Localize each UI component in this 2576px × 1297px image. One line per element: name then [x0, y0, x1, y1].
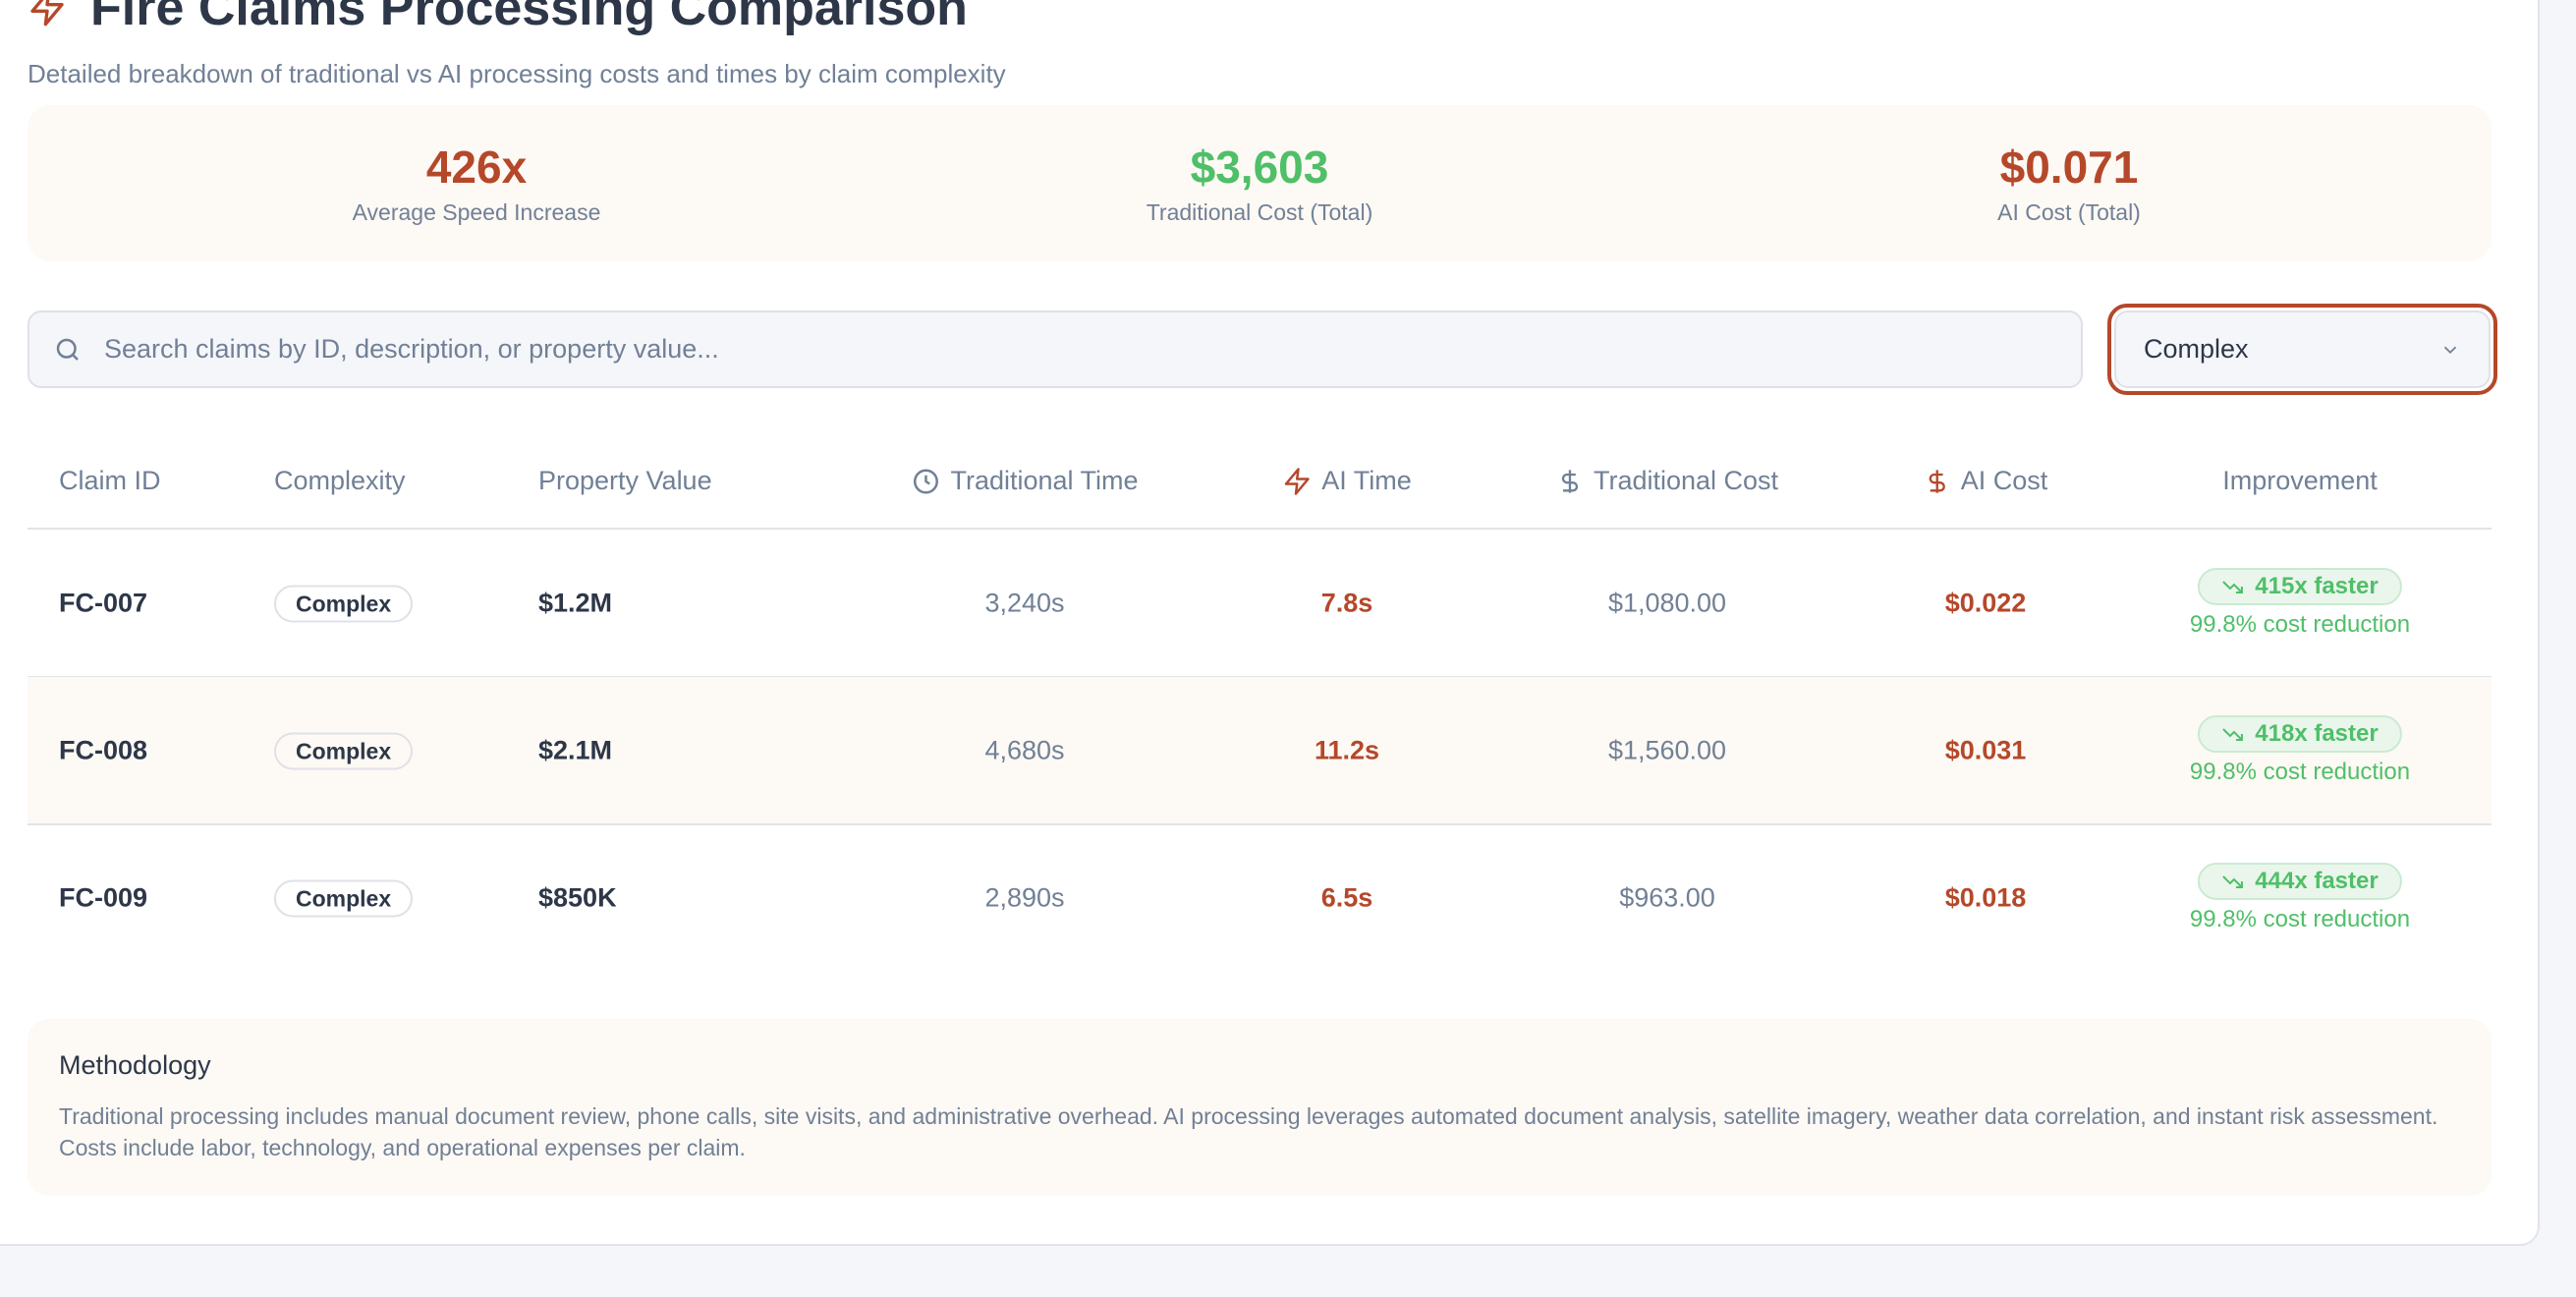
speed-text: 418x faster [2255, 719, 2379, 747]
speed-text: 444x faster [2255, 867, 2379, 894]
property-value: $850K [538, 882, 617, 912]
complexity-badge: Complex [274, 585, 414, 622]
stat-label: Traditional Cost (Total) [1146, 199, 1373, 225]
clock-icon [913, 469, 938, 493]
header-label: AI Time [1321, 466, 1412, 495]
complexity-filter-select[interactable]: Complex [2114, 310, 2491, 388]
traditional-time: 3,240s [984, 588, 1065, 617]
stat-speed: 426x Average Speed Increase [133, 141, 820, 226]
improvement: 444x faster 99.8% cost reduction [2189, 862, 2411, 933]
dollar-icon [1929, 469, 1945, 493]
page-title: Fire Claims Processing Comparison [28, 0, 968, 37]
dollar-icon [1561, 469, 1579, 493]
table-row[interactable]: FC-007 Complex $1.2M 3,240s 7.8s $1,080.… [28, 530, 2492, 676]
complexity-badge: Complex [274, 732, 414, 769]
table-row[interactable]: FC-008 Complex $2.1M 4,680s 11.2s $1,560… [28, 677, 2492, 823]
traditional-time: 2,890s [984, 882, 1065, 912]
methodology-box: Methodology Traditional processing inclu… [28, 1019, 2492, 1196]
ai-time: 11.2s [1314, 735, 1380, 764]
summary-stats: 426x Average Speed Increase $3,603 Tradi… [28, 105, 2492, 261]
trending-down-icon [2222, 580, 2244, 593]
header-label: Traditional Cost [1593, 466, 1779, 495]
chevron-down-icon [2443, 346, 2457, 354]
header-label: Traditional Time [950, 466, 1139, 495]
select-focus-ring [2107, 304, 2497, 395]
speed-badge: 415x faster [2198, 567, 2402, 605]
search-icon [56, 338, 79, 361]
cost-reduction: 99.8% cost reduction [2189, 610, 2411, 638]
ai-cost: $0.031 [1944, 735, 2027, 764]
property-value: $2.1M [538, 735, 613, 764]
speed-badge: 418x faster [2198, 714, 2402, 753]
traditional-time: 4,680s [984, 735, 1065, 764]
speed-badge: 444x faster [2198, 862, 2402, 900]
header-divider [28, 528, 2492, 530]
select-value: Complex [2144, 334, 2249, 364]
claim-id: FC-007 [59, 588, 148, 617]
claim-id: FC-009 [59, 882, 148, 912]
stat-label: Average Speed Increase [352, 199, 601, 225]
complexity-badge: Complex [274, 879, 414, 917]
stat-value: $3,603 [1190, 141, 1329, 193]
page-subtitle: Detailed breakdown of traditional vs AI … [28, 59, 1006, 88]
improvement: 418x faster 99.8% cost reduction [2189, 714, 2411, 786]
header-improvement: Improvement [2222, 466, 2378, 495]
header-property-value: Property Value [538, 466, 712, 495]
header-ai-time: AI Time [1282, 466, 1412, 496]
header-complexity: Complexity [274, 466, 406, 495]
stat-traditional-cost: $3,603 Traditional Cost (Total) [916, 141, 1603, 226]
title-text: Fire Claims Processing Comparison [90, 0, 968, 36]
traditional-cost: $963.00 [1619, 882, 1715, 912]
header-traditional-time: Traditional Time [911, 466, 1139, 496]
cost-reduction: 99.8% cost reduction [2189, 905, 2411, 932]
ai-cost: $0.022 [1944, 588, 2027, 617]
header-label: AI Cost [1960, 466, 2048, 495]
stat-value: 426x [425, 141, 528, 193]
improvement: 415x faster 99.8% cost reduction [2189, 567, 2411, 639]
trending-down-icon [2222, 874, 2244, 888]
stat-ai-cost: $0.071 AI Cost (Total) [1725, 141, 2413, 226]
traditional-cost: $1,560.00 [1607, 735, 1727, 764]
search-input[interactable] [104, 334, 1971, 365]
zap-icon [1284, 467, 1310, 495]
row-divider [28, 823, 2492, 825]
stat-value: $0.071 [1999, 141, 2139, 193]
cost-reduction: 99.8% cost reduction [2189, 758, 2411, 785]
table-row[interactable]: FC-009 Complex $850K 2,890s 6.5s $963.00… [28, 824, 2492, 971]
ai-time: 7.8s [1320, 588, 1373, 617]
stat-label: AI Cost (Total) [1997, 199, 2141, 225]
methodology-title: Methodology [59, 1050, 211, 1080]
traditional-cost: $1,080.00 [1607, 588, 1727, 617]
search-box[interactable] [28, 310, 2083, 388]
speed-text: 415x faster [2255, 572, 2379, 599]
header-traditional-cost: Traditional Cost [1556, 466, 1778, 496]
ai-cost: $0.018 [1944, 882, 2027, 912]
claim-id: FC-008 [59, 735, 148, 764]
zap-icon [30, 0, 64, 27]
header-claim-id: Claim ID [59, 466, 161, 495]
property-value: $1.2M [538, 588, 613, 617]
ai-time: 6.5s [1320, 882, 1373, 912]
trending-down-icon [2222, 727, 2244, 741]
header-ai-cost: AI Cost [1924, 466, 2048, 496]
methodology-text: Traditional processing includes manual d… [59, 1103, 2438, 1160]
